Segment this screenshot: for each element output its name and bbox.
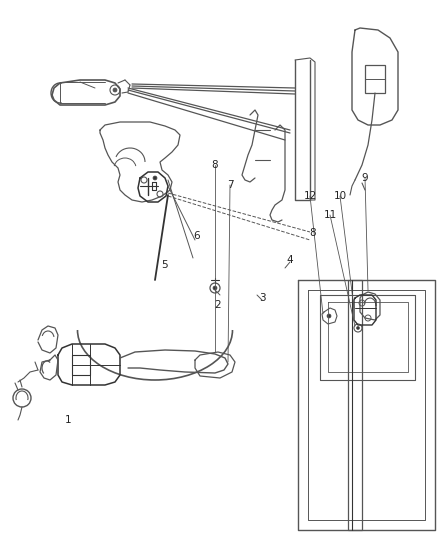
Text: 1: 1: [65, 415, 71, 425]
Text: 8: 8: [310, 228, 316, 238]
Circle shape: [327, 314, 331, 318]
Text: 2: 2: [215, 300, 221, 310]
Circle shape: [357, 327, 360, 329]
Text: 7: 7: [227, 180, 233, 190]
Bar: [365, 65, 385, 93]
Text: 10: 10: [333, 191, 346, 201]
Circle shape: [113, 88, 117, 92]
Text: 8: 8: [212, 160, 218, 170]
Bar: [348, 280, 362, 530]
Text: 6: 6: [194, 231, 200, 241]
Circle shape: [153, 176, 157, 180]
Text: 4: 4: [287, 255, 293, 265]
Circle shape: [213, 286, 217, 290]
Text: 11: 11: [323, 210, 337, 220]
Text: 5: 5: [162, 260, 168, 270]
Text: 9: 9: [362, 173, 368, 183]
Text: 3: 3: [259, 293, 265, 303]
Text: 12: 12: [304, 191, 317, 201]
